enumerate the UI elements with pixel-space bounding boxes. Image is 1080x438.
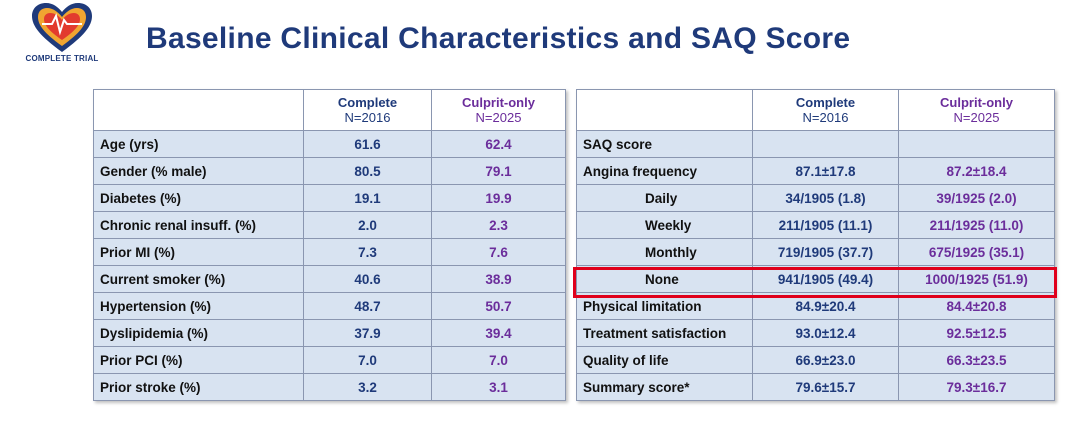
table-row: Summary score* 79.6±15.7 79.3±16.7 — [576, 373, 1055, 401]
table-row: Prior stroke (%) 3.2 3.1 — [93, 373, 566, 401]
row-label: Diabetes (%) — [93, 184, 304, 212]
culprit-value: 39.4 — [431, 319, 566, 347]
header-culprit-n: N=2025 — [475, 110, 522, 125]
table-row: Diabetes (%) 19.1 19.9 — [93, 184, 566, 212]
culprit-value: 38.9 — [431, 265, 566, 293]
complete-value: 87.1±17.8 — [752, 157, 899, 185]
row-label: Age (yrs) — [93, 130, 304, 158]
complete-value — [752, 130, 899, 158]
header-label-cell — [93, 89, 304, 131]
table-row: Prior MI (%) 7.3 7.6 — [93, 238, 566, 266]
complete-value: 7.0 — [303, 346, 432, 374]
table-row: Monthly 719/1905 (37.7) 675/1925 (35.1) — [576, 238, 1055, 266]
row-label: SAQ score — [576, 130, 753, 158]
culprit-value — [898, 130, 1055, 158]
culprit-value: 39/1925 (2.0) — [898, 184, 1055, 212]
complete-trial-logo: COMPLETE TRIAL — [12, 2, 112, 66]
none-row-highlight-box — [573, 267, 1057, 298]
table-row: Treatment satisfaction 93.0±12.4 92.5±12… — [576, 319, 1055, 347]
header-culprit: Culprit-only N=2025 — [898, 89, 1055, 131]
baseline-characteristics-table: Complete N=2016 Culprit-only N=2025 Age … — [93, 89, 566, 401]
row-label: Quality of life — [576, 346, 753, 374]
table-row: Hypertension (%) 48.7 50.7 — [93, 292, 566, 320]
complete-value: 79.6±15.7 — [752, 373, 899, 401]
complete-value: 34/1905 (1.8) — [752, 184, 899, 212]
table-row: Prior PCI (%) 7.0 7.0 — [93, 346, 566, 374]
heart-logo-icon — [32, 3, 92, 52]
table-row: Age (yrs) 61.6 62.4 — [93, 130, 566, 158]
culprit-value: 19.9 — [431, 184, 566, 212]
culprit-value: 50.7 — [431, 292, 566, 320]
row-label: Weekly — [576, 211, 753, 239]
header-label-cell — [576, 89, 753, 131]
complete-value: 37.9 — [303, 319, 432, 347]
table-row: Quality of life 66.9±23.0 66.3±23.5 — [576, 346, 1055, 374]
culprit-value: 675/1925 (35.1) — [898, 238, 1055, 266]
page-title: Baseline Clinical Characteristics and SA… — [146, 22, 851, 55]
culprit-value: 3.1 — [431, 373, 566, 401]
complete-value: 48.7 — [303, 292, 432, 320]
table-row: SAQ score — [576, 130, 1055, 158]
complete-value: 719/1905 (37.7) — [752, 238, 899, 266]
header-culprit-name: Culprit-only — [462, 95, 535, 110]
culprit-value: 92.5±12.5 — [898, 319, 1055, 347]
complete-value: 80.5 — [303, 157, 432, 185]
complete-value: 19.1 — [303, 184, 432, 212]
row-label: Prior PCI (%) — [93, 346, 304, 374]
row-label: Hypertension (%) — [93, 292, 304, 320]
saq-score-table: Complete N=2016 Culprit-only N=2025 SAQ … — [576, 89, 1055, 401]
header-culprit-name: Culprit-only — [940, 95, 1013, 110]
complete-value: 211/1905 (11.1) — [752, 211, 899, 239]
complete-value: 66.9±23.0 — [752, 346, 899, 374]
complete-value: 2.0 — [303, 211, 432, 239]
culprit-value: 7.6 — [431, 238, 566, 266]
table-row: Current smoker (%) 40.6 38.9 — [93, 265, 566, 293]
complete-value: 61.6 — [303, 130, 432, 158]
table-row: Weekly 211/1905 (11.1) 211/1925 (11.0) — [576, 211, 1055, 239]
culprit-value: 66.3±23.5 — [898, 346, 1055, 374]
row-label: Dyslipidemia (%) — [93, 319, 304, 347]
complete-value: 93.0±12.4 — [752, 319, 899, 347]
row-label: Prior stroke (%) — [93, 373, 304, 401]
header-complete-name: Complete — [795, 95, 856, 110]
table-row: Angina frequency 87.1±17.8 87.2±18.4 — [576, 157, 1055, 185]
table-row: Daily 34/1905 (1.8) 39/1925 (2.0) — [576, 184, 1055, 212]
culprit-value: 79.1 — [431, 157, 566, 185]
culprit-value: 211/1925 (11.0) — [898, 211, 1055, 239]
complete-value: 40.6 — [303, 265, 432, 293]
complete-value: 3.2 — [303, 373, 432, 401]
logo-text: COMPLETE TRIAL — [25, 54, 99, 63]
header-complete-n: N=2016 — [344, 110, 391, 125]
header-culprit-n: N=2025 — [953, 110, 1000, 125]
header-complete: Complete N=2016 — [303, 89, 432, 131]
row-label: Summary score* — [576, 373, 753, 401]
header-complete-name: Complete — [337, 95, 398, 110]
row-label: Treatment satisfaction — [576, 319, 753, 347]
table-row: Gender (% male) 80.5 79.1 — [93, 157, 566, 185]
header-complete: Complete N=2016 — [752, 89, 899, 131]
culprit-value: 2.3 — [431, 211, 566, 239]
row-label: Monthly — [576, 238, 753, 266]
header-culprit: Culprit-only N=2025 — [431, 89, 566, 131]
row-label: Current smoker (%) — [93, 265, 304, 293]
row-label: Chronic renal insuff. (%) — [93, 211, 304, 239]
row-label: Daily — [576, 184, 753, 212]
header-complete-n: N=2016 — [802, 110, 849, 125]
table-row: Chronic renal insuff. (%) 2.0 2.3 — [93, 211, 566, 239]
culprit-value: 7.0 — [431, 346, 566, 374]
complete-value: 7.3 — [303, 238, 432, 266]
table-row: Dyslipidemia (%) 37.9 39.4 — [93, 319, 566, 347]
culprit-value: 87.2±18.4 — [898, 157, 1055, 185]
row-label: Prior MI (%) — [93, 238, 304, 266]
row-label: Angina frequency — [576, 157, 753, 185]
culprit-value: 79.3±16.7 — [898, 373, 1055, 401]
row-label: Gender (% male) — [93, 157, 304, 185]
culprit-value: 62.4 — [431, 130, 566, 158]
